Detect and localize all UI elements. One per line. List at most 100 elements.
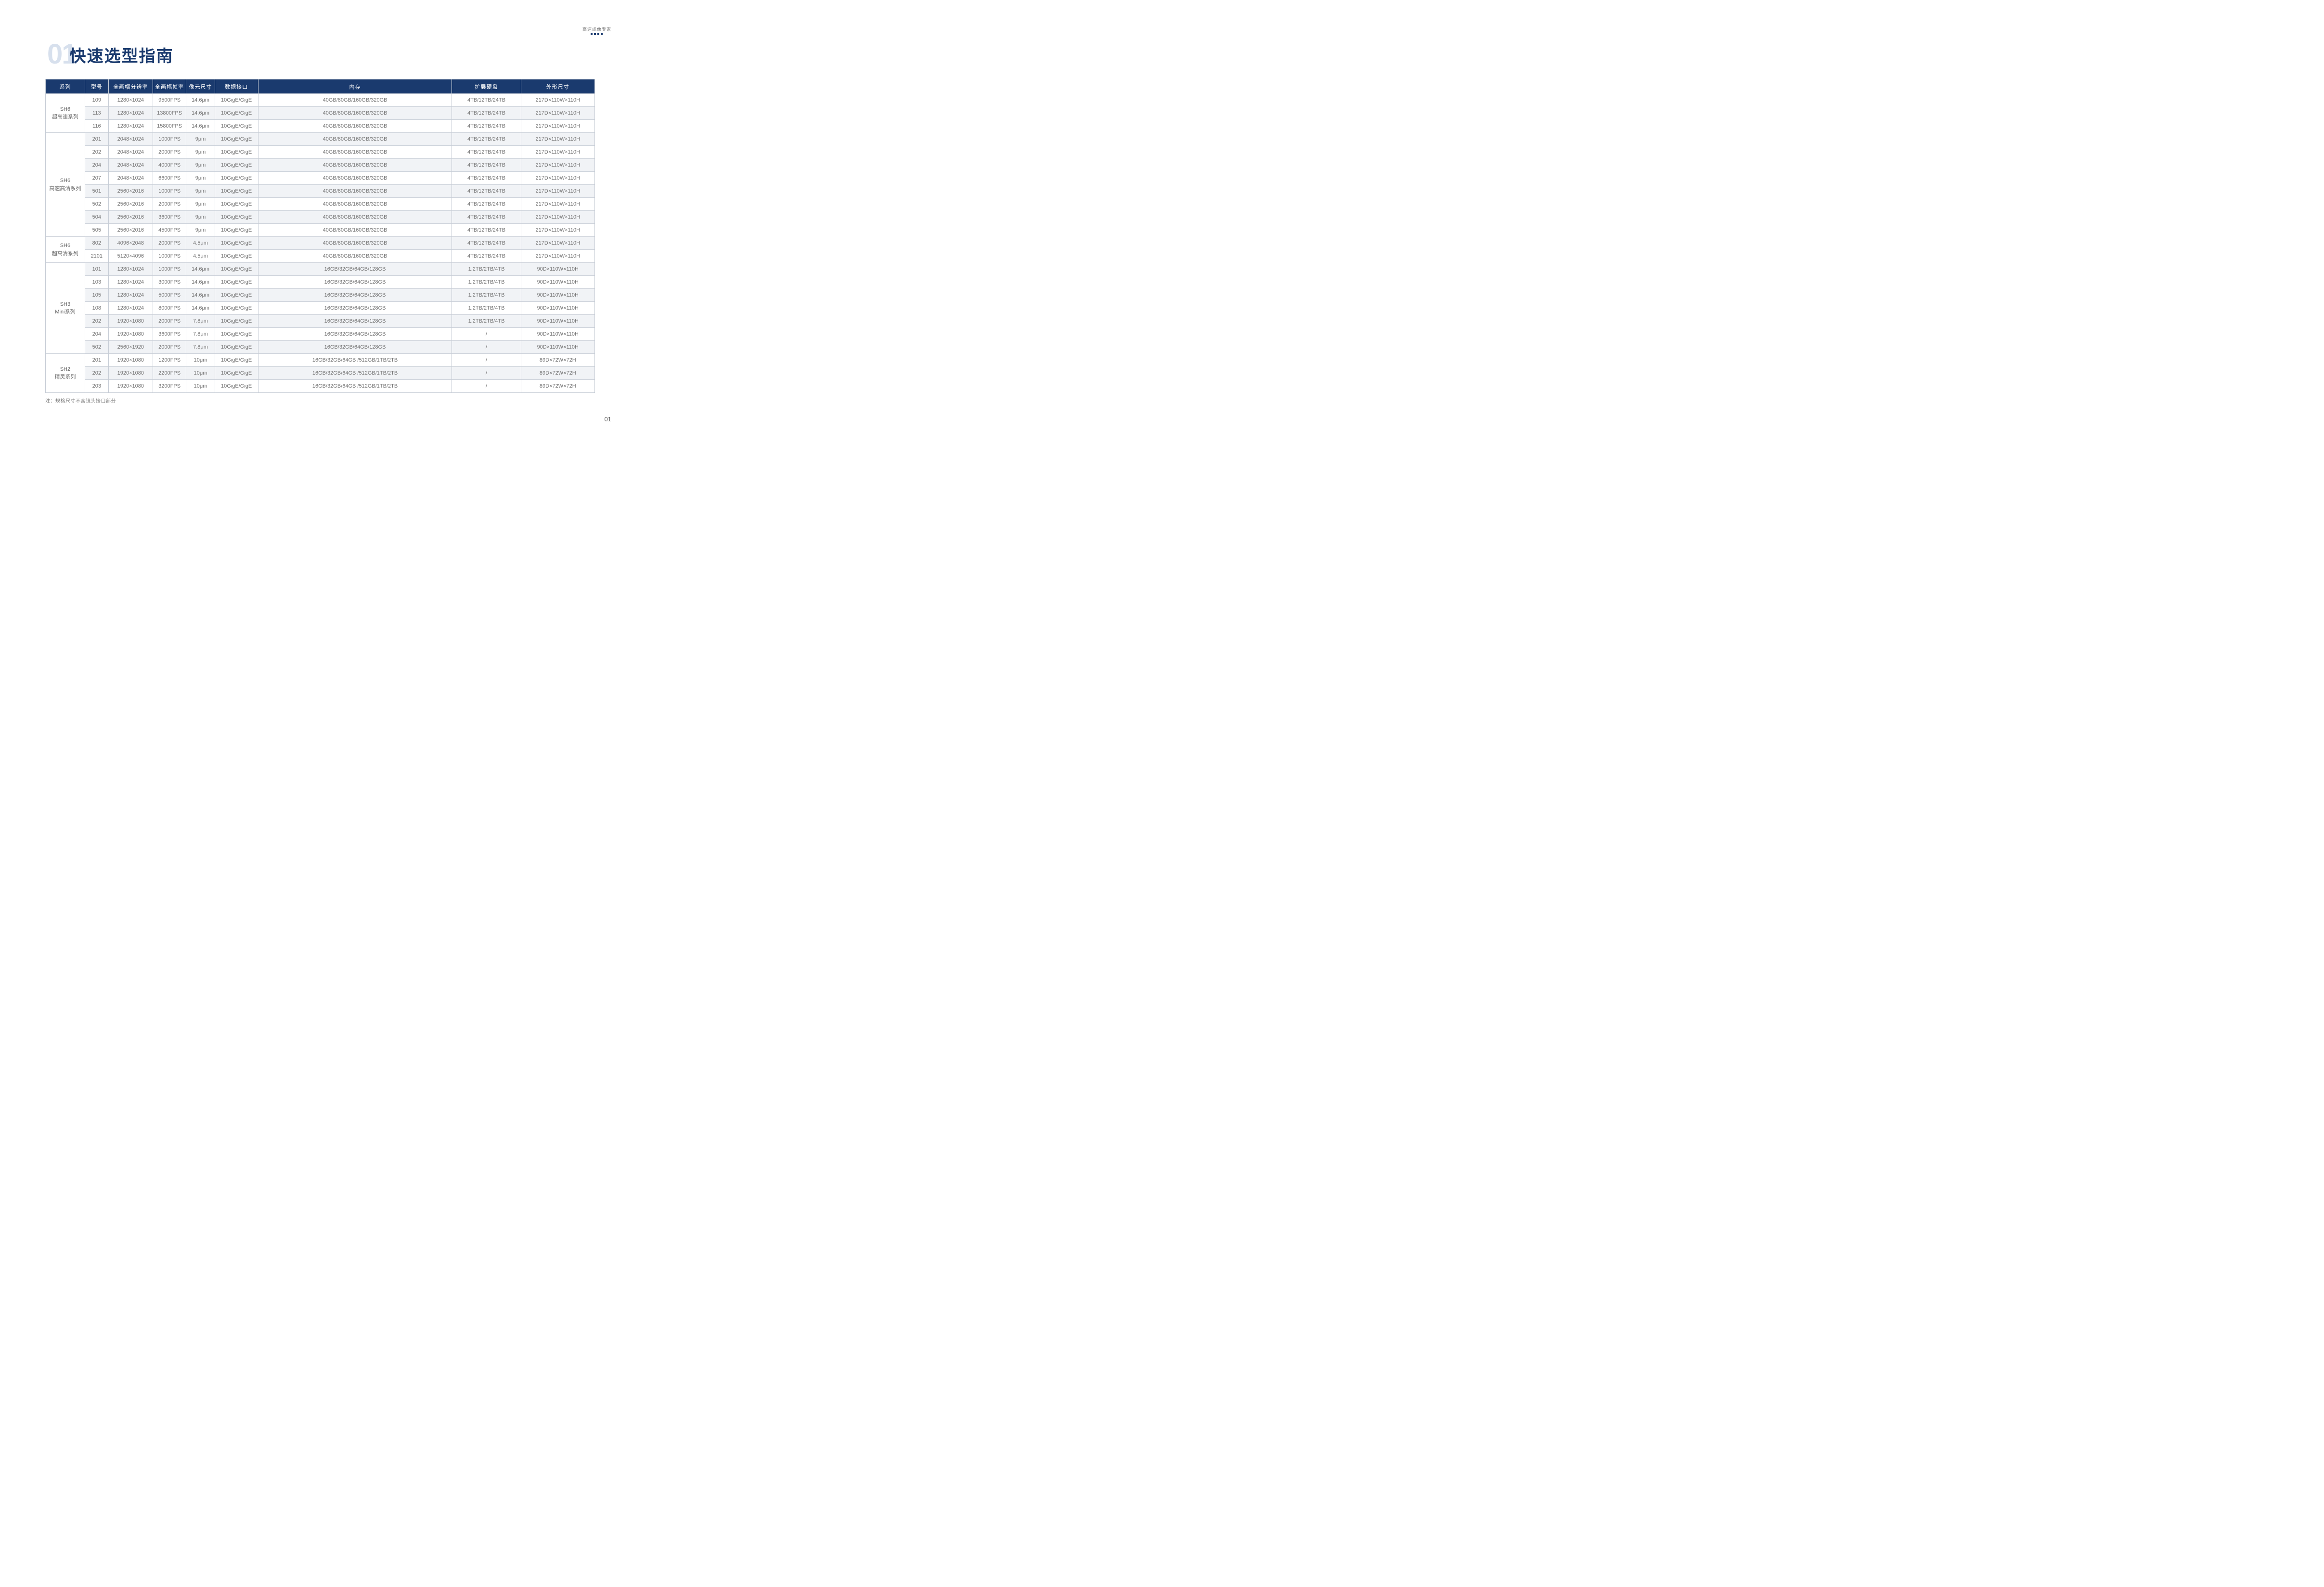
cell-iface: 10GigE/GigE xyxy=(215,133,258,146)
cell-pixel: 9μm xyxy=(186,133,215,146)
cell-res: 1280×1024 xyxy=(108,120,153,133)
cell-dim: 90D×110W×110H xyxy=(521,302,594,315)
cell-pixel: 14.6μm xyxy=(186,263,215,276)
cell-pixel: 9μm xyxy=(186,146,215,159)
page-number: 01 xyxy=(605,416,611,423)
cell-model: 116 xyxy=(85,120,108,133)
cell-pixel: 10μm xyxy=(186,354,215,367)
table-row: SH6超高清系列8024096×20482000FPS4.5μm10GigE/G… xyxy=(46,237,595,250)
cell-mem: 40GB/80GB/160GB/320GB xyxy=(258,172,452,185)
cell-storage: / xyxy=(452,328,521,341)
cell-pixel: 10μm xyxy=(186,380,215,393)
table-row: 5052560×20164500FPS9μm10GigE/GigE40GB/80… xyxy=(46,224,595,237)
cell-mem: 40GB/80GB/160GB/320GB xyxy=(258,120,452,133)
cell-model: 505 xyxy=(85,224,108,237)
cell-iface: 10GigE/GigE xyxy=(215,315,258,328)
cell-iface: 10GigE/GigE xyxy=(215,120,258,133)
cell-res: 1280×1024 xyxy=(108,289,153,302)
column-header: 系列 xyxy=(46,79,85,94)
cell-fps: 1000FPS xyxy=(153,250,186,263)
cell-dim: 90D×110W×110H xyxy=(521,341,594,354)
cell-iface: 10GigE/GigE xyxy=(215,328,258,341)
cell-dim: 89D×72W×72H xyxy=(521,380,594,393)
cell-storage: 1.2TB/2TB/4TB xyxy=(452,302,521,315)
cell-fps: 8000FPS xyxy=(153,302,186,315)
table-row: 5022560×20162000FPS9μm10GigE/GigE40GB/80… xyxy=(46,198,595,211)
cell-fps: 4500FPS xyxy=(153,224,186,237)
cell-fps: 9500FPS xyxy=(153,94,186,107)
cell-fps: 13800FPS xyxy=(153,107,186,120)
cell-res: 1920×1080 xyxy=(108,354,153,367)
cell-storage: 1.2TB/2TB/4TB xyxy=(452,315,521,328)
cell-dim: 90D×110W×110H xyxy=(521,289,594,302)
cell-dim: 217D×110W×110H xyxy=(521,185,594,198)
table-row: 2021920×10802200FPS10μm10GigE/GigE16GB/3… xyxy=(46,367,595,380)
cell-model: 204 xyxy=(85,159,108,172)
cell-model: 103 xyxy=(85,276,108,289)
cell-model: 108 xyxy=(85,302,108,315)
cell-model: 109 xyxy=(85,94,108,107)
table-row: 2031920×10803200FPS10μm10GigE/GigE16GB/3… xyxy=(46,380,595,393)
cell-storage: 4TB/12TB/24TB xyxy=(452,172,521,185)
cell-mem: 16GB/32GB/64GB /512GB/1TB/2TB xyxy=(258,367,452,380)
cell-storage: 4TB/12TB/24TB xyxy=(452,250,521,263)
cell-mem: 40GB/80GB/160GB/320GB xyxy=(258,159,452,172)
cell-model: 501 xyxy=(85,185,108,198)
cell-res: 1920×1080 xyxy=(108,328,153,341)
column-header: 外形尺寸 xyxy=(521,79,594,94)
cell-storage: 4TB/12TB/24TB xyxy=(452,133,521,146)
cell-storage: 4TB/12TB/24TB xyxy=(452,146,521,159)
cell-model: 802 xyxy=(85,237,108,250)
table-row: SH6超高速系列1091280×10249500FPS14.6μm10GigE/… xyxy=(46,94,595,107)
cell-mem: 16GB/32GB/64GB/128GB xyxy=(258,302,452,315)
cell-pixel: 9μm xyxy=(186,185,215,198)
cell-model: 201 xyxy=(85,354,108,367)
cell-pixel: 14.6μm xyxy=(186,276,215,289)
cell-mem: 40GB/80GB/160GB/320GB xyxy=(258,146,452,159)
spec-table-head: 系列型号全画幅分辨率全画幅帧率像元尺寸数据接口内存扩展硬盘外形尺寸 xyxy=(46,79,595,94)
tagline-text: 高速成像专家 xyxy=(582,26,611,32)
cell-model: 202 xyxy=(85,315,108,328)
table-row: 2041920×10803600FPS7.8μm10GigE/GigE16GB/… xyxy=(46,328,595,341)
table-row: 1131280×102413800FPS14.6μm10GigE/GigE40G… xyxy=(46,107,595,120)
brand-tagline: 高速成像专家 xyxy=(582,26,611,35)
cell-fps: 1000FPS xyxy=(153,133,186,146)
cell-mem: 16GB/32GB/64GB/128GB xyxy=(258,341,452,354)
cell-pixel: 9μm xyxy=(186,198,215,211)
cell-res: 2560×2016 xyxy=(108,211,153,224)
cell-mem: 16GB/32GB/64GB/128GB xyxy=(258,289,452,302)
cell-storage: 1.2TB/2TB/4TB xyxy=(452,289,521,302)
cell-fps: 1000FPS xyxy=(153,185,186,198)
cell-res: 1920×1080 xyxy=(108,367,153,380)
cell-mem: 16GB/32GB/64GB/128GB xyxy=(258,328,452,341)
series-cell: SH3Mini系列 xyxy=(46,263,85,354)
cell-storage: 1.2TB/2TB/4TB xyxy=(452,263,521,276)
cell-mem: 40GB/80GB/160GB/320GB xyxy=(258,250,452,263)
table-row: 1051280×10245000FPS14.6μm10GigE/GigE16GB… xyxy=(46,289,595,302)
cell-pixel: 9μm xyxy=(186,211,215,224)
table-row: 1031280×10243000FPS14.6μm10GigE/GigE16GB… xyxy=(46,276,595,289)
column-header: 型号 xyxy=(85,79,108,94)
table-row: 1081280×10248000FPS14.6μm10GigE/GigE16GB… xyxy=(46,302,595,315)
cell-model: 203 xyxy=(85,380,108,393)
series-cell: SH6超高清系列 xyxy=(46,237,85,263)
cell-res: 2048×1024 xyxy=(108,146,153,159)
cell-res: 2560×1920 xyxy=(108,341,153,354)
table-row: 2021920×10802000FPS7.8μm10GigE/GigE16GB/… xyxy=(46,315,595,328)
table-row: 2042048×10244000FPS9μm10GigE/GigE40GB/80… xyxy=(46,159,595,172)
cell-storage: 4TB/12TB/24TB xyxy=(452,237,521,250)
cell-model: 201 xyxy=(85,133,108,146)
cell-model: 204 xyxy=(85,328,108,341)
cell-dim: 217D×110W×110H xyxy=(521,120,594,133)
cell-pixel: 7.8μm xyxy=(186,341,215,354)
cell-res: 2560×2016 xyxy=(108,224,153,237)
cell-pixel: 9μm xyxy=(186,224,215,237)
column-header: 数据接口 xyxy=(215,79,258,94)
cell-iface: 10GigE/GigE xyxy=(215,276,258,289)
cell-pixel: 9μm xyxy=(186,172,215,185)
cell-iface: 10GigE/GigE xyxy=(215,250,258,263)
cell-fps: 15800FPS xyxy=(153,120,186,133)
cell-iface: 10GigE/GigE xyxy=(215,341,258,354)
cell-iface: 10GigE/GigE xyxy=(215,198,258,211)
cell-dim: 217D×110W×110H xyxy=(521,237,594,250)
